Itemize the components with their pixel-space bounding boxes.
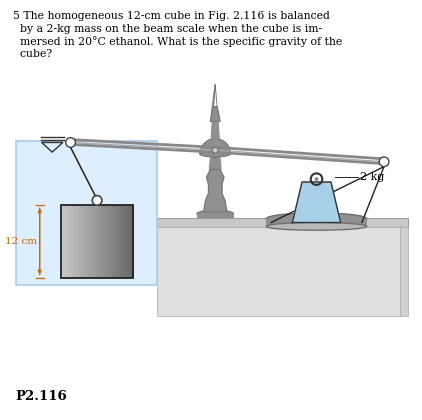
Circle shape [66, 138, 76, 147]
Bar [76, 205, 78, 278]
Polygon shape [292, 182, 341, 223]
Bar [97, 205, 100, 278]
Bar [128, 205, 131, 278]
Bar [16, 141, 157, 285]
Text: by a 2-kg mass on the beam scale when the cube is im-: by a 2-kg mass on the beam scale when th… [13, 24, 322, 34]
Bar [100, 205, 103, 278]
Bar [85, 205, 88, 278]
Bar [83, 205, 86, 278]
Text: cube?: cube? [13, 49, 52, 59]
Circle shape [212, 147, 218, 153]
Bar [61, 205, 133, 278]
Bar [121, 205, 124, 278]
Bar [116, 205, 119, 278]
Circle shape [92, 196, 102, 205]
Bar [90, 205, 93, 278]
Bar [61, 205, 64, 278]
Bar [109, 205, 112, 278]
Text: 12 cm: 12 cm [5, 237, 37, 246]
Bar [111, 205, 114, 278]
Bar [63, 205, 66, 278]
Polygon shape [204, 170, 227, 212]
Bar [157, 218, 408, 227]
Bar [157, 227, 400, 316]
Circle shape [314, 177, 319, 181]
Bar [104, 205, 107, 278]
Ellipse shape [266, 223, 367, 230]
Text: 2 kg: 2 kg [360, 172, 384, 182]
Bar [119, 205, 122, 278]
Polygon shape [211, 121, 219, 139]
Circle shape [379, 157, 389, 167]
Text: mersed in 20°C ethanol. What is the specific gravity of the: mersed in 20°C ethanol. What is the spec… [13, 37, 342, 47]
Ellipse shape [197, 210, 233, 218]
Polygon shape [211, 84, 220, 121]
Circle shape [211, 150, 219, 158]
Bar [68, 205, 71, 278]
Bar [66, 205, 69, 278]
Bar [197, 214, 233, 218]
Bar [266, 219, 367, 226]
Bar [126, 205, 129, 278]
Bar [114, 205, 117, 278]
Bar [95, 205, 97, 278]
Bar [92, 205, 95, 278]
Ellipse shape [266, 213, 367, 224]
Polygon shape [209, 158, 221, 170]
Bar [102, 205, 105, 278]
Bar [107, 205, 110, 278]
Bar [131, 205, 134, 278]
Bar [70, 205, 73, 278]
Text: P2.116: P2.116 [16, 390, 68, 403]
Bar [73, 205, 76, 278]
Bar [400, 227, 408, 316]
Text: 5 The homogeneous 12-cm cube in Fig. 2.116 is balanced: 5 The homogeneous 12-cm cube in Fig. 2.1… [13, 11, 330, 21]
Bar [87, 205, 90, 278]
Bar [78, 205, 81, 278]
Wedge shape [200, 139, 231, 154]
Bar [80, 205, 83, 278]
Ellipse shape [200, 151, 231, 157]
Bar [124, 205, 127, 278]
